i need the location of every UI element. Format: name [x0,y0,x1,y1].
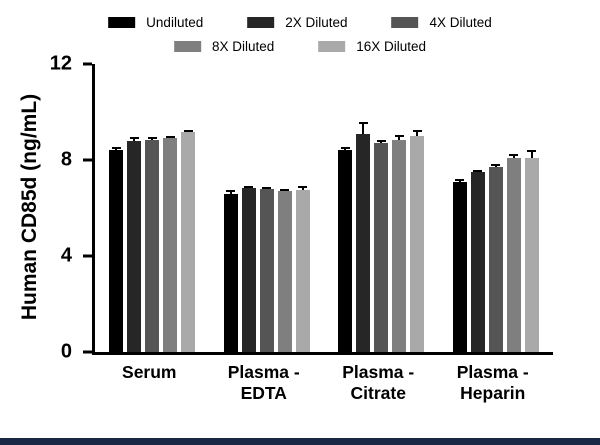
y-tick-mark [83,62,92,66]
bar [410,130,425,352]
bar-group [324,64,439,352]
legend-label: Undiluted [146,15,204,30]
legend-label: 16X Diluted [356,39,427,54]
bar [223,190,238,352]
bar [524,150,539,352]
error-bar-cap [298,186,308,189]
error-bar-cap [129,137,139,140]
error-bar-cap [280,188,290,191]
legend-item: 8X Diluted [173,39,275,54]
legend-swatch [173,41,201,52]
y-axis: 0 4 8 12 [0,53,92,363]
chart-legend: Undiluted 2X Diluted 4X Diluted 8X Diluted… [108,15,492,63]
error-bar-cap [491,163,501,166]
error-bar-cap [376,139,386,142]
legend-label: 4X Diluted [429,15,492,30]
legend-swatch [108,17,136,28]
x-axis-labels: Serum Plasma - EDTA Plasma - Citrate Plasma… [92,362,550,403]
bar [295,186,310,352]
legend-label: 2X Diluted [285,15,348,30]
category-label: Serum [122,362,177,382]
legend-row-1: Undiluted 2X Diluted 4X Diluted [108,15,492,30]
error-bar-stem [398,134,401,140]
legend-swatch [318,41,346,52]
bar [163,136,178,352]
error-bar-cap [394,134,404,137]
legend-swatch [247,17,275,28]
bar-group [95,64,210,352]
bar [338,146,353,352]
bar [259,186,274,352]
bar [374,139,389,352]
legend-swatch [391,17,419,28]
error-bar-stem [416,130,419,136]
plot-area [92,64,553,355]
y-tick-label: 8 [60,148,72,171]
error-bar-cap [455,178,465,181]
y-tick-label: 0 [60,340,72,363]
bar [181,130,196,352]
error-bar-cap [527,150,537,153]
legend-row-2: 8X Diluted 16X Diluted [108,39,492,54]
bar [145,137,160,352]
error-bar-cap [473,169,483,172]
error-bar-stem [362,121,365,134]
bar [506,154,521,352]
bar [109,146,124,352]
error-bar-stem [530,150,533,158]
y-tick-label: 4 [60,244,72,267]
bar [452,178,467,352]
bar [392,134,407,352]
error-bar-cap [358,121,368,124]
bar-group [210,64,325,352]
category-label: Plasma - EDTA [227,362,300,403]
error-bar-cap [165,136,175,139]
error-bar-cap [226,190,236,193]
y-tick-mark [83,350,92,354]
bar [470,169,485,352]
error-bar-cap [340,146,350,149]
y-tick-label: 12 [49,52,72,75]
error-bar-cap [147,137,157,140]
category-label: Plasma - Citrate [342,362,415,403]
bar [356,121,371,352]
bar [277,188,292,352]
y-tick-mark [83,158,92,162]
footer-strip [0,438,600,445]
bar [127,137,142,352]
error-bar-cap [412,130,422,132]
bar [488,163,503,352]
error-bar-cap [262,186,272,189]
error-bar-cap [509,154,519,157]
legend-item: 2X Diluted [247,15,348,30]
legend-item: 4X Diluted [391,15,492,30]
error-bar-cap [244,185,254,188]
error-bar-cap [183,130,193,133]
legend-item: Undiluted [108,15,203,30]
error-bar-cap [111,146,121,149]
y-tick-mark [83,254,92,258]
legend-label: 8X Diluted [211,39,275,54]
bar-group [439,64,554,352]
category-label: Plasma - Heparin [456,362,529,403]
legend-item: 16X Diluted [318,39,426,54]
bar [241,185,256,352]
